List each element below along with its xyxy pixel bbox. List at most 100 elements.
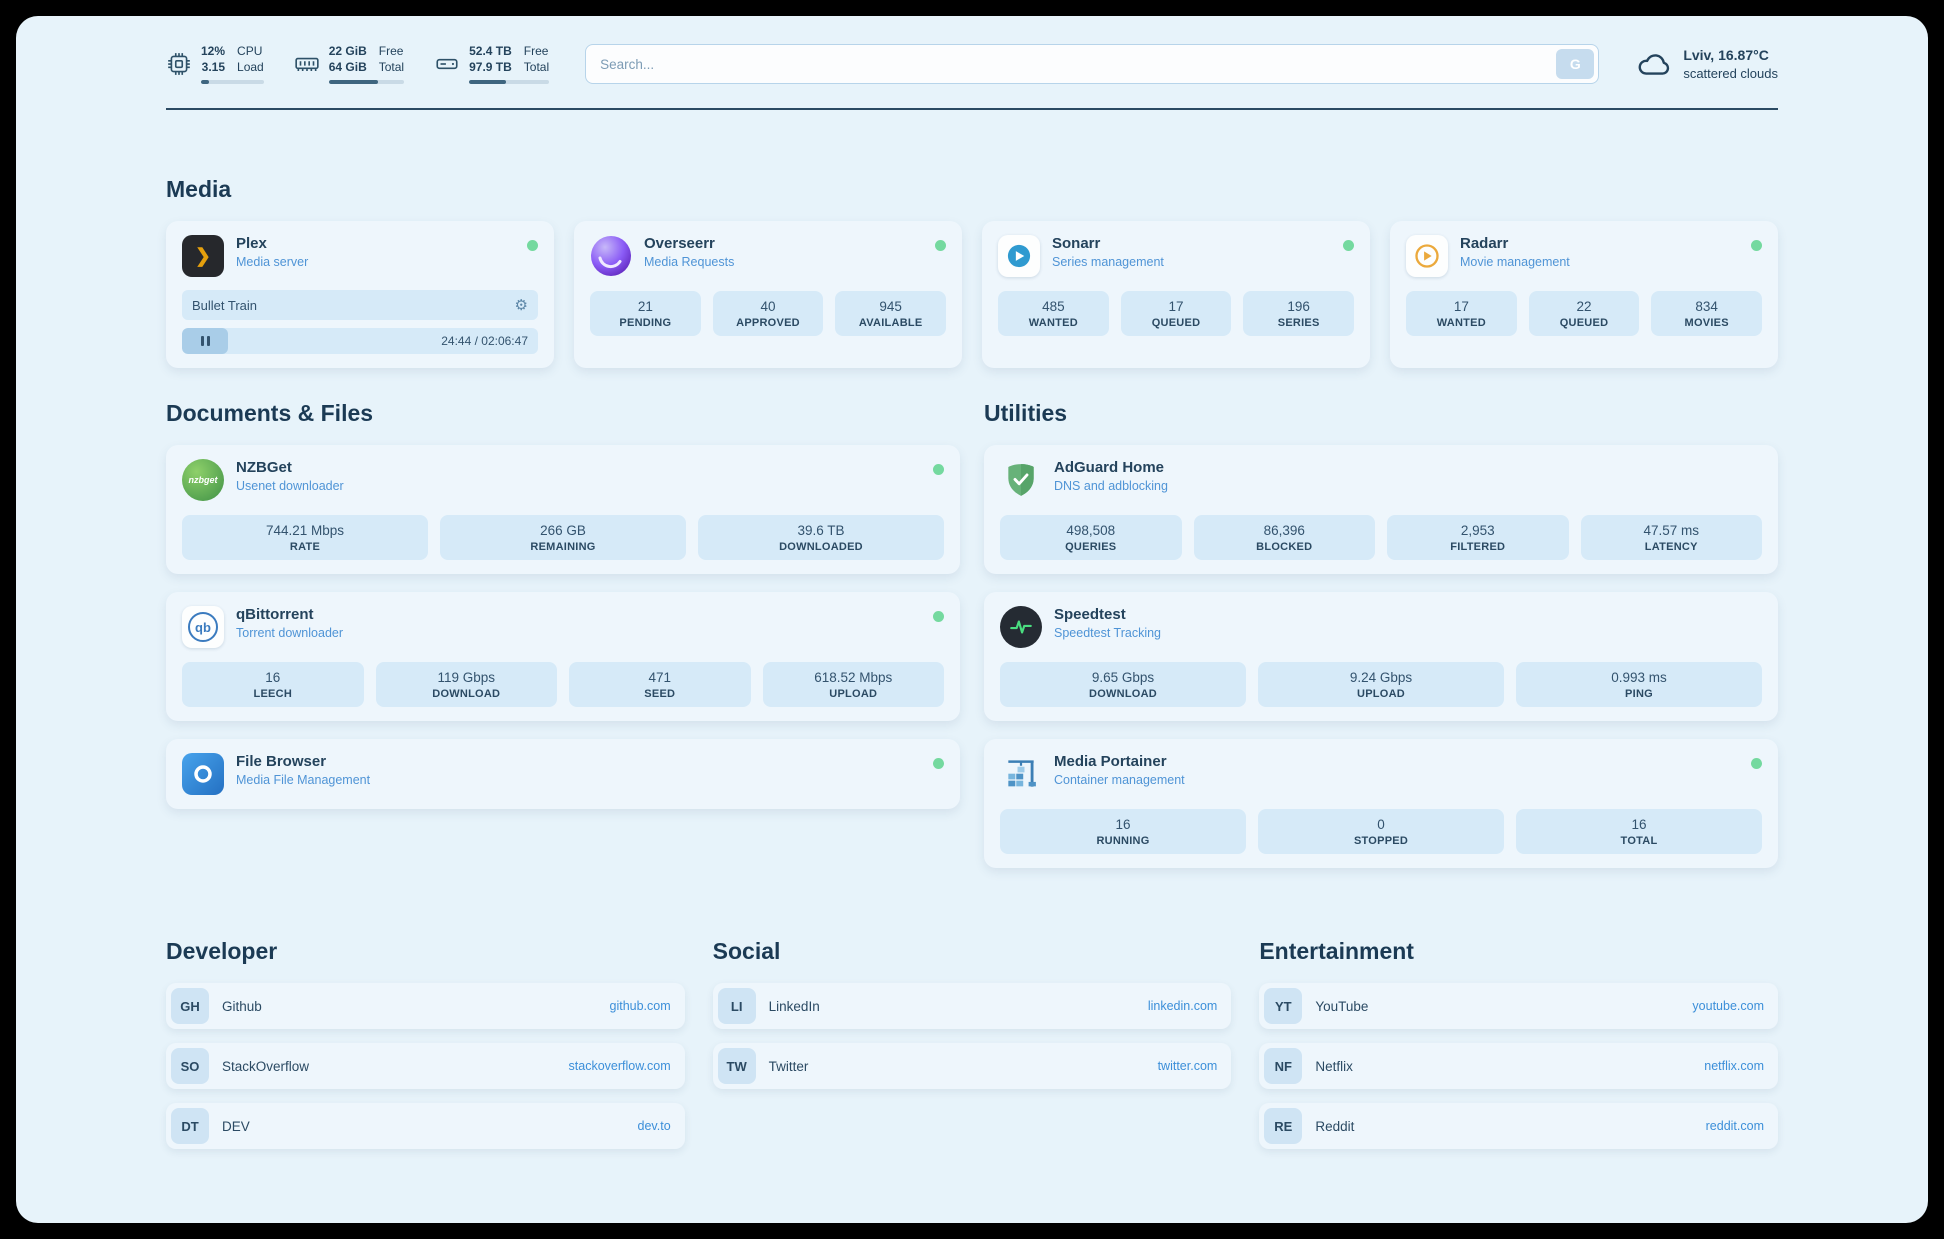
bookmark-dev[interactable]: DT DEV dev.to — [166, 1103, 685, 1150]
service-card-qbittorrent[interactable]: qb qBittorrent Torrent downloader 16 LEE… — [166, 592, 960, 722]
service-card-filebrowser[interactable]: File Browser Media File Management — [166, 739, 960, 810]
service-subtitle: Torrent downloader — [236, 626, 344, 641]
stat-value: 834 — [1695, 299, 1718, 315]
card-titles: Plex Media server — [236, 235, 515, 269]
card-titles: AdGuard Home DNS and adblocking — [1054, 459, 1762, 493]
bookmark-url: youtube.com — [1692, 999, 1764, 1014]
service-card-adguard[interactable]: AdGuard Home DNS and adblocking 498,508 … — [984, 445, 1778, 575]
stat-label: UPLOAD — [829, 688, 878, 701]
bookmark-netflix[interactable]: NF Netflix netflix.com — [1259, 1043, 1778, 1090]
storage-total-value: 97.9 TB — [469, 59, 512, 74]
stat-queued: 17 QUEUED — [1120, 291, 1232, 337]
media-grid: ❯ Plex Media server Bullet Train ⚙ 24:44… — [166, 221, 1778, 369]
service-card-nzbget[interactable]: nzbget NZBGet Usenet downloader 744.21 M… — [166, 445, 960, 575]
service-card-plex[interactable]: ❯ Plex Media server Bullet Train ⚙ 24:44… — [166, 221, 554, 369]
bookmark-group-social: Social LI LinkedIn linkedin.com TW Twitt… — [712, 938, 1232, 1163]
card-titles: qBittorrent Torrent downloader — [236, 606, 921, 640]
bookmark-youtube[interactable]: YT YouTube youtube.com — [1259, 983, 1778, 1030]
stat-total: 16 TOTAL — [1516, 809, 1762, 855]
bookmark-abbr: DT — [171, 1108, 209, 1145]
search-engine-button[interactable]: G — [1556, 49, 1595, 80]
stat-queued: 22 QUEUED — [1528, 291, 1640, 337]
service-subtitle: Series management — [1052, 255, 1164, 270]
search-input[interactable] — [585, 44, 1600, 85]
storage-widget-text: 52.4 TB 97.9 TB Free Total — [469, 44, 549, 75]
bookmark-stackoverflow[interactable]: SO StackOverflow stackoverflow.com — [166, 1043, 685, 1090]
cpu-widget-body: 12% 3.15 CPU Load — [201, 44, 264, 85]
service-card-radarr[interactable]: Radarr Movie management 17 WANTED 22 QUE… — [1390, 221, 1778, 369]
memory-widget: 22 GiB 64 GiB Free Total — [294, 44, 405, 85]
weather-location: Lviv, 16.87°C — [1683, 46, 1769, 63]
bookmark-name: StackOverflow — [222, 1058, 310, 1074]
stat-label: STOPPED — [1353, 835, 1409, 848]
bookmark-twitter[interactable]: TW Twitter twitter.com — [712, 1043, 1232, 1090]
cpu-label: CPU — [237, 44, 263, 58]
cloud-icon — [1638, 54, 1670, 75]
stat-value: 86,396 — [1263, 523, 1305, 539]
stat-label: LATENCY — [1644, 541, 1698, 554]
filebrowser-icon — [182, 753, 224, 796]
bookmark-linkedin[interactable]: LI LinkedIn linkedin.com — [712, 983, 1232, 1030]
stat-blocked: 86,396 BLOCKED — [1193, 515, 1375, 561]
bookmark-name: Github — [222, 998, 262, 1014]
service-title: Overseerr — [644, 235, 715, 253]
bookmark-url: linkedin.com — [1147, 999, 1218, 1014]
bookmark-name: Netflix — [1315, 1058, 1353, 1074]
storage-free-label: Free — [523, 44, 549, 58]
service-subtitle: Media File Management — [236, 773, 371, 788]
bookmark-url: github.com — [609, 999, 671, 1014]
speedtest-icon — [1000, 606, 1042, 649]
weather-text: Lviv, 16.87°C scattered clouds — [1683, 46, 1778, 82]
card-header: Sonarr Series management — [998, 235, 1354, 278]
card-header: File Browser Media File Management — [182, 753, 944, 796]
cpu-labels: CPU Load — [237, 44, 264, 75]
stat-label: DOWNLOAD — [1089, 688, 1157, 701]
service-card-portainer[interactable]: Media Portainer Container management 16 … — [984, 739, 1778, 869]
service-card-sonarr[interactable]: Sonarr Series management 485 WANTED 17 Q… — [982, 221, 1370, 369]
gear-icon[interactable]: ⚙ — [514, 296, 528, 314]
status-dot-online — [933, 611, 944, 623]
stat-label: TOTAL — [1620, 835, 1658, 848]
stat-label: DOWNLOADED — [779, 541, 863, 554]
status-dot-online — [1343, 240, 1354, 252]
service-card-overseerr[interactable]: Overseerr Media Requests 21 PENDING 40 A… — [574, 221, 962, 369]
bookmark-reddit[interactable]: RE Reddit reddit.com — [1259, 1103, 1778, 1150]
section-heading-media: Media — [166, 176, 232, 203]
cpu-progress-fill — [201, 80, 209, 85]
stat-label: MOVIES — [1684, 317, 1729, 330]
bookmark-name: Reddit — [1315, 1118, 1355, 1134]
stats-row: 16 RUNNING 0 STOPPED 16 TOTAL — [1000, 809, 1762, 855]
stat-value: 16 — [265, 670, 281, 686]
stat-wanted: 17 WANTED — [1406, 291, 1517, 337]
bookmark-abbr: RE — [1264, 1108, 1303, 1145]
stat-label: FILTERED — [1450, 541, 1506, 554]
stat-label: RUNNING — [1096, 835, 1150, 848]
pause-bar-icon — [200, 336, 204, 347]
stat-label: QUEUED — [1559, 317, 1609, 330]
cpu-progress-track — [201, 80, 264, 85]
bookmark-group-entertainment: Entertainment YT YouTube youtube.com NF … — [1259, 938, 1778, 1163]
bookmark-abbr: YT — [1264, 988, 1303, 1025]
memory-progress-fill — [328, 80, 379, 85]
card-titles: NZBGet Usenet downloader — [236, 459, 921, 493]
topbar-divider — [166, 108, 1778, 111]
bookmark-url: netflix.com — [1704, 1059, 1764, 1074]
cpu-load-label: Load — [237, 59, 264, 74]
stat-label: SEED — [644, 688, 676, 701]
pause-button[interactable] — [182, 328, 228, 355]
section-heading-utilities: Utilities — [984, 400, 1068, 427]
card-header: Speedtest Speedtest Tracking — [1000, 606, 1762, 649]
stat-label: UPLOAD — [1357, 688, 1405, 701]
service-subtitle: Movie management — [1460, 255, 1570, 270]
now-playing-title: Bullet Train — [192, 297, 258, 313]
system-widgets: 12% 3.15 CPU Load — [166, 44, 550, 85]
bookmark-url: twitter.com — [1157, 1059, 1218, 1074]
overseerr-icon — [590, 235, 632, 277]
storage-labels: Free Total — [524, 44, 549, 75]
stat-value: 498,508 — [1066, 523, 1116, 539]
status-dot-online — [1751, 758, 1762, 770]
stat-wanted: 485 WANTED — [998, 291, 1109, 337]
bookmark-github[interactable]: GH Github github.com — [166, 983, 685, 1030]
section-utilities: Utilities AdGuard Home — [984, 400, 1778, 869]
service-card-speedtest[interactable]: Speedtest Speedtest Tracking 9.65 Gbps D… — [984, 592, 1778, 722]
